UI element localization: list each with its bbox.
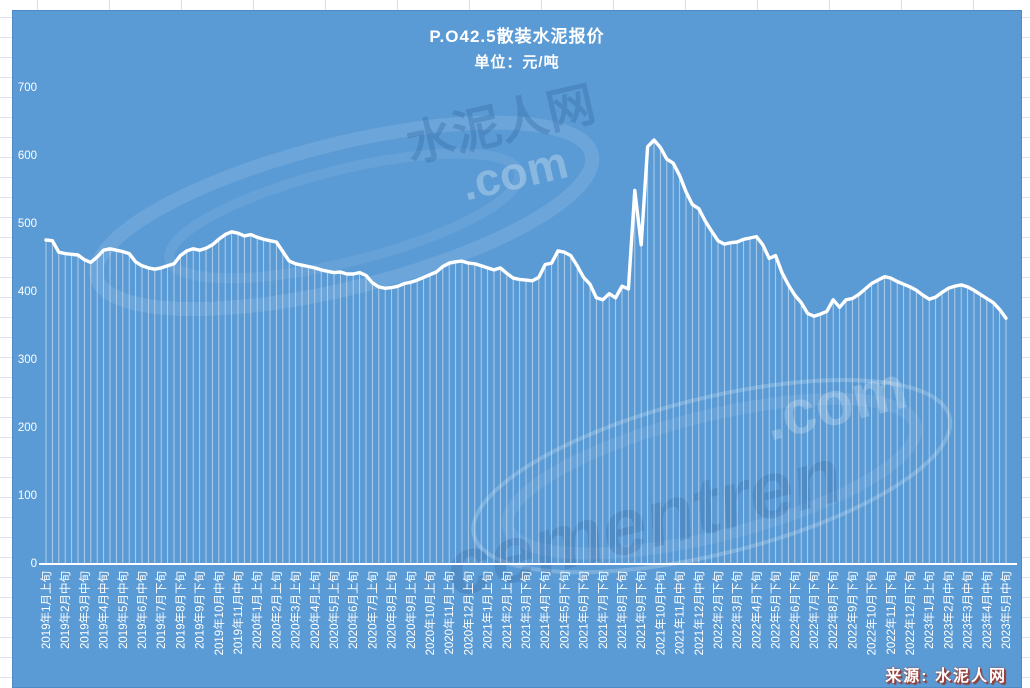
x-tick-label: 2021年2月上旬 [500,571,514,649]
x-tick-label: 2021年5月下旬 [557,571,571,649]
x-tick-label: 2022年3月下旬 [730,571,744,649]
x-tick-label: 2021年4月下旬 [538,571,552,649]
x-tick-label: 2020年2月上旬 [269,571,283,649]
x-tick-label: 2023年3月中旬 [961,571,975,649]
y-tick-label: 0 [31,558,37,570]
y-tick-label: 300 [18,354,37,366]
x-tick-label: 2022年5月下旬 [769,571,783,649]
x-tick-label: 2019年7月下旬 [154,571,168,649]
watermark-swoosh [501,392,923,560]
x-tick-label: 2022年8月下旬 [826,571,840,649]
chart-header: P.O42.5散装水泥报价 单位：元/吨 [13,22,1021,72]
x-tick-label: 2020年8月上旬 [385,571,399,649]
y-tick-label: 200 [18,422,37,434]
x-tick-label: 2021年9月下旬 [634,571,648,649]
x-tick-label: 2019年11月中旬 [231,571,245,655]
x-tick-label: 2020年3月上旬 [289,571,303,649]
x-tick-label: 2020年12月上旬 [461,571,475,655]
x-tick-label: 2022年7月下旬 [807,571,821,649]
watermark-swoosh [164,148,525,284]
watermark-com-text: .com [757,353,914,455]
source-note: 来源: 水泥人网 [885,668,1007,685]
cement-price-chart: P.O42.5散装水泥报价 单位：元/吨 水泥人网 .com cementren .c… [12,10,1022,688]
plot-area: 水泥人网.comcementren.com0100200300400500600… [18,78,1017,655]
x-tick-label: 2019年6月中旬 [135,571,149,649]
x-tick-label: 2022年11月下旬 [884,571,898,655]
x-tick-label: 2020年5月上旬 [327,571,341,649]
x-tick-label: 2019年2月中旬 [58,571,72,649]
drop-lines [45,141,1007,563]
x-tick-label: 2020年10月上旬 [423,571,437,655]
y-axis-labels: 0 100 200 300 400 500 600 700 [18,82,37,570]
x-tick-label: 2022年12月下旬 [903,571,917,655]
x-tick-label: 2021年10月中旬 [653,571,667,655]
x-tick-label: 2021年1月上旬 [481,571,495,649]
x-tick-label: 2019年4月中旬 [97,571,111,649]
x-tick-label: 2022年9月下旬 [845,571,859,649]
chart-subtitle: 单位：元/吨 [474,54,560,71]
x-tick-label: 2021年12月中旬 [692,571,706,655]
x-tick-label: 2019年1月上旬 [39,571,53,649]
x-tick-label: 2019年8月下旬 [173,571,187,649]
x-tick-label: 2023年4月中旬 [980,571,994,649]
x-tick-label: 2022年10月下旬 [865,571,879,655]
x-tick-label: 2020年7月上旬 [365,571,379,649]
x-tick-label: 2020年11月上旬 [442,571,456,655]
x-tick-label: 2020年1月上旬 [250,571,264,649]
x-tick-label: 2022年4月下旬 [749,571,763,649]
x-tick-label: 2020年4月上旬 [308,571,322,649]
x-tick-label: 2022年2月下旬 [711,571,725,649]
x-tick-label: 2021年7月下旬 [596,571,610,649]
y-tick-label: 700 [18,82,37,94]
x-tick-label: 2021年8月下旬 [615,571,629,649]
price-line [44,138,1008,320]
watermark-upper-text: 水泥人网.com [401,78,600,210]
x-tick-label: 2021年11月中旬 [673,571,687,655]
x-axis-labels: 2019年1月上旬 2019年2月中旬 2019年3月中旬 2019年4月中旬 2019… [39,571,1013,655]
x-tick-label: 2022年6月下旬 [788,571,802,649]
x-tick-label: 2023年5月中旬 [999,571,1013,649]
chart-title: P.O42.5散装水泥报价 [429,27,605,46]
x-tick-label: 2019年3月中旬 [77,571,91,649]
x-tick-label: 2019年9月下旬 [193,571,207,649]
y-tick-label: 100 [18,490,37,502]
x-tick-label: 2019年5月中旬 [116,571,130,649]
x-tick-label: 2023年2月中旬 [941,571,955,649]
y-tick-label: 400 [18,286,37,298]
x-tick-label: 2023年1月上旬 [922,571,936,649]
y-tick-label: 500 [18,218,37,230]
x-tick-label: 2021年6月下旬 [577,571,591,649]
y-tick-label: 600 [18,150,37,162]
x-tick-label: 2021年3月下旬 [519,571,533,649]
x-tick-label: 2020年6月上旬 [346,571,360,649]
x-tick-label: 2020年9月上旬 [404,571,418,649]
x-tick-label: 2019年10月中旬 [212,571,226,655]
